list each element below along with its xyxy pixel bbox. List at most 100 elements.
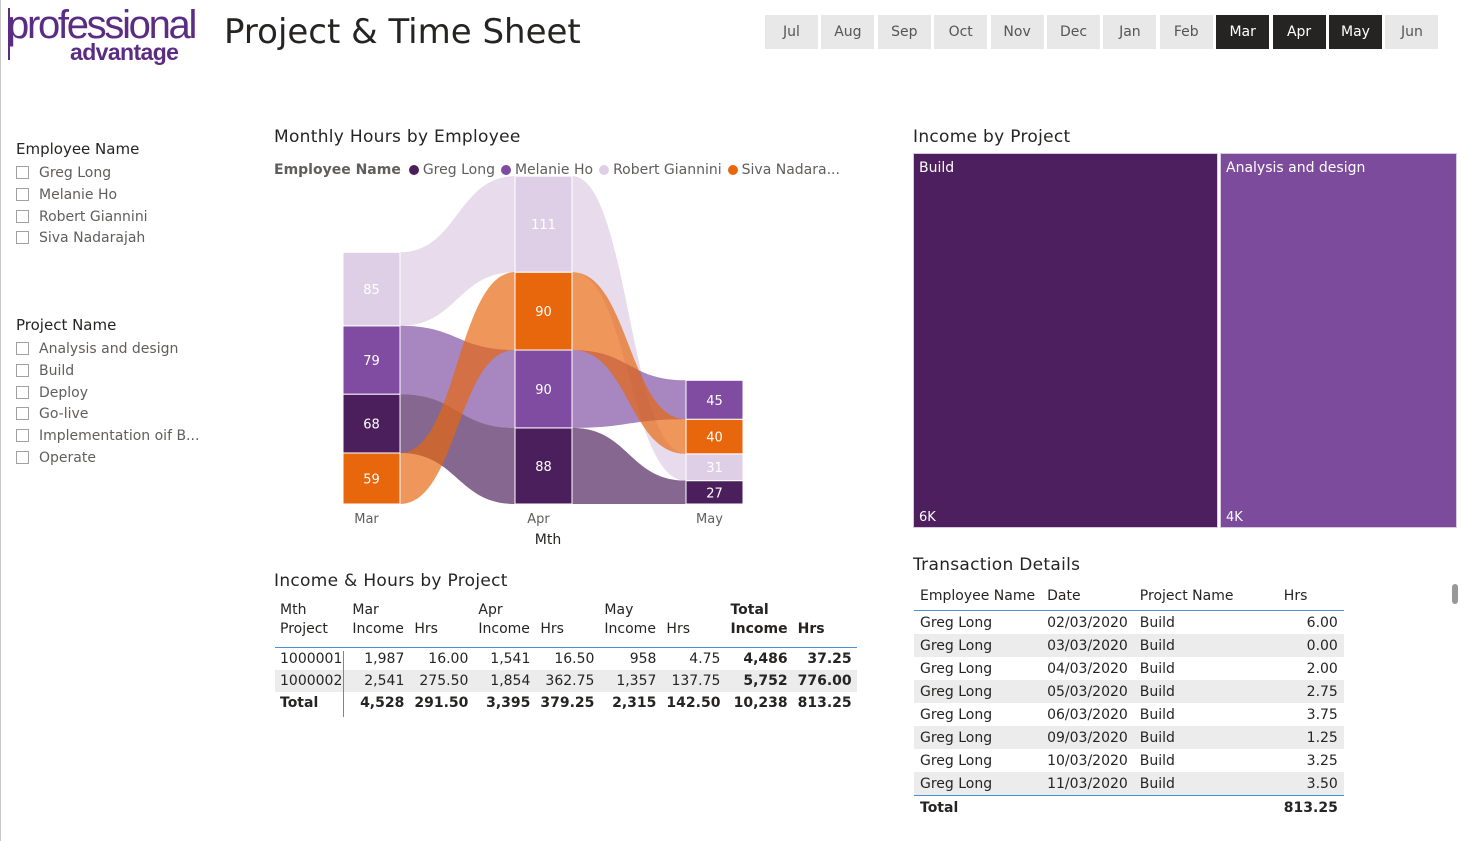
legend-item-melanie-ho[interactable]: Melanie Ho xyxy=(500,162,593,178)
project-slicer-item[interactable]: Analysis and design xyxy=(16,339,178,359)
ribbon-siva-nadarajah[interactable] xyxy=(572,272,686,454)
table-cell: 6.00 xyxy=(1306,614,1338,631)
legend-item-robert-giannini[interactable]: Robert Giannini xyxy=(599,162,722,178)
legend-item-greg-long[interactable]: Greg Long xyxy=(408,162,495,178)
bar-segment-melanie-ho[interactable] xyxy=(685,379,744,420)
treemap-tile-analysis-and-design[interactable]: Analysis and design 4K xyxy=(1220,153,1457,528)
ribbon-chart-title: Monthly Hours by Employee xyxy=(274,127,521,147)
table-row[interactable]: Greg Long 11/03/2020 Build 3.50 xyxy=(914,772,1344,796)
slicer-item-label: Greg Long xyxy=(39,165,112,181)
table-cell: 3.50 xyxy=(1306,775,1338,792)
bar-segment-melanie-ho[interactable] xyxy=(514,349,573,429)
employee-slicer-item[interactable]: Greg Long xyxy=(16,163,111,183)
ribbon-greg-long[interactable] xyxy=(572,427,686,504)
month-button-jan[interactable]: Jan xyxy=(1103,15,1157,49)
table-cell: Build xyxy=(1139,637,1175,654)
month-button-dec[interactable]: Dec xyxy=(1047,15,1100,49)
treemap-tile-label: Build xyxy=(919,160,955,176)
matrix-row-project: 1000002 xyxy=(280,673,343,689)
checkbox[interactable] xyxy=(16,451,29,464)
table-cell: Greg Long xyxy=(920,706,993,723)
col-header-project[interactable]: Project Name xyxy=(1139,588,1234,604)
table-row[interactable]: Greg Long 09/03/2020 Build 1.25 xyxy=(914,726,1344,749)
table-cell: Greg Long xyxy=(920,683,993,700)
table-cell: Build xyxy=(1139,614,1175,631)
table-row[interactable]: Greg Long 02/03/2020 Build 6.00 xyxy=(914,611,1344,635)
table-total-row: Total 813.25 xyxy=(914,795,1344,820)
table-cell: Build xyxy=(1139,683,1175,700)
month-button-apr[interactable]: Apr xyxy=(1272,15,1326,49)
checkbox[interactable] xyxy=(16,209,29,223)
treemap-tile-build[interactable]: Build 6K xyxy=(913,153,1218,528)
scrollbar-thumb[interactable] xyxy=(1452,584,1458,604)
project-slicer-item[interactable]: Operate xyxy=(16,448,96,468)
employee-slicer-item[interactable]: Siva Nadarajah xyxy=(16,228,145,248)
matrix-row-project: 1000001 xyxy=(280,651,343,667)
month-button-aug[interactable]: Aug xyxy=(821,15,875,49)
month-button-jun[interactable]: Jun xyxy=(1385,15,1439,49)
bar-segment-greg-long[interactable] xyxy=(342,393,401,454)
table-cell: Greg Long xyxy=(920,660,993,677)
checkbox[interactable] xyxy=(16,166,29,179)
bar-segment-siva-nadarajah[interactable] xyxy=(514,271,573,351)
bar-segment-melanie-ho[interactable] xyxy=(342,325,401,395)
ribbon-greg-long[interactable] xyxy=(400,394,515,504)
income-hours-matrix: Mth Mar Apr May Total Project Income Hrs… xyxy=(275,599,857,714)
ribbon-robert-giannini[interactable] xyxy=(400,176,515,326)
legend-item-siva-nadarajah[interactable]: Siva Nadara... xyxy=(727,162,840,178)
col-header-employee[interactable]: Employee Name xyxy=(920,588,1036,604)
x-tick-label: Apr xyxy=(527,512,550,527)
project-slicer-item[interactable]: Implementation oif B... xyxy=(16,426,199,446)
matrix-cell: 16.00 xyxy=(428,651,469,667)
checkbox[interactable] xyxy=(16,407,29,421)
matrix-col-income: Income xyxy=(478,621,530,637)
table-row[interactable]: Greg Long 10/03/2020 Build 3.25 xyxy=(914,749,1344,772)
table-cell: Greg Long xyxy=(920,775,993,792)
month-button-may[interactable]: May xyxy=(1329,15,1382,49)
col-header-date[interactable]: Date xyxy=(1047,588,1081,604)
matrix-cell: 1,357 xyxy=(616,673,657,689)
checkbox[interactable] xyxy=(16,429,29,443)
bar-segment-siva-nadarajah[interactable] xyxy=(342,452,401,505)
checkbox[interactable] xyxy=(16,342,29,355)
table-row[interactable]: Greg Long 04/03/2020 Build 2.00 xyxy=(914,657,1344,680)
month-button-oct[interactable]: Oct xyxy=(934,15,988,49)
table-row[interactable]: Greg Long 05/03/2020 Build 2.75 xyxy=(914,680,1344,703)
table-cell: Greg Long xyxy=(920,729,993,746)
ribbon-robert-giannini[interactable] xyxy=(572,176,686,481)
col-header-hrs[interactable]: Hrs xyxy=(1283,588,1308,604)
month-button-nov[interactable]: Nov xyxy=(990,15,1044,49)
bar-segment-robert-giannini[interactable] xyxy=(342,251,401,327)
matrix-row-total-hrs: 776.00 xyxy=(797,673,852,689)
employee-slicer-title: Employee Name xyxy=(16,140,140,158)
table-row[interactable]: Greg Long 03/03/2020 Build 0.00 xyxy=(914,634,1344,657)
table-cell: 2.00 xyxy=(1306,660,1338,677)
legend-dot-icon xyxy=(599,165,610,175)
matrix-row-total-income: 4,486 xyxy=(743,651,788,667)
treemap-tile-value: 6K xyxy=(919,510,936,525)
month-button-jul[interactable]: Jul xyxy=(765,15,818,49)
bar-segment-siva-nadarajah[interactable] xyxy=(685,418,744,455)
bar-segment-greg-long[interactable] xyxy=(514,427,573,505)
ribbon-siva-nadarajah[interactable] xyxy=(400,272,515,504)
checkbox[interactable] xyxy=(16,231,29,245)
month-button-feb[interactable]: Feb xyxy=(1159,15,1213,49)
matrix-row: 1000001 1,987 16.00 1,541 16.50 958 4.75 4,486 3… xyxy=(275,648,857,671)
checkbox[interactable] xyxy=(16,363,29,377)
table-cell: Greg Long xyxy=(920,614,993,631)
data-label: 79 xyxy=(363,354,380,369)
month-button-mar[interactable]: Mar xyxy=(1216,15,1270,49)
month-button-sep[interactable]: Sep xyxy=(877,15,931,49)
employee-slicer-item[interactable]: Robert Giannini xyxy=(16,207,148,227)
table-cell: 09/03/2020 xyxy=(1047,729,1128,746)
bar-segment-robert-giannini[interactable] xyxy=(514,175,573,273)
matrix-header-month: May xyxy=(604,602,634,618)
table-cell: 3.25 xyxy=(1306,752,1338,769)
project-slicer-item[interactable]: Go-live xyxy=(16,404,88,424)
employee-slicer-item[interactable]: Melanie Ho xyxy=(16,185,117,205)
project-slicer-item[interactable]: Build xyxy=(16,361,74,381)
table-row[interactable]: Greg Long 06/03/2020 Build 3.75 xyxy=(914,703,1344,726)
checkbox[interactable] xyxy=(16,385,29,399)
project-slicer-item[interactable]: Deploy xyxy=(16,383,88,403)
checkbox[interactable] xyxy=(16,187,29,201)
